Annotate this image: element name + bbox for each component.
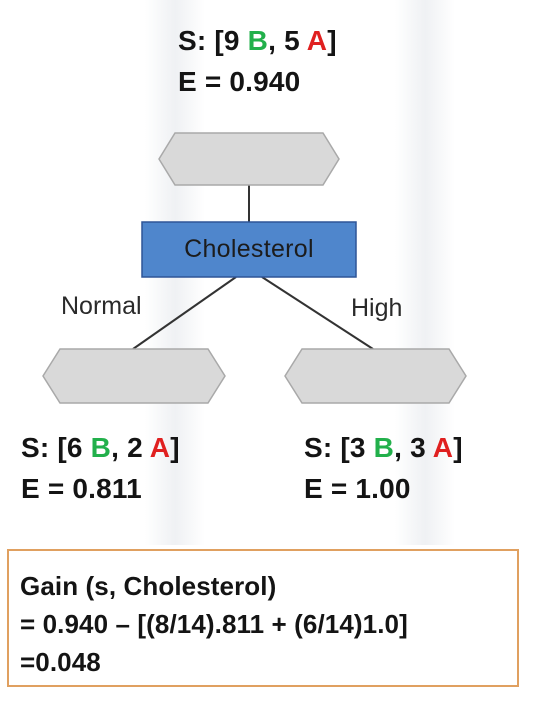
set-suffix: ]: [453, 432, 463, 463]
set-prefix: S: [: [21, 432, 67, 463]
gain-formula: = 0.940 – [(8/14).811 + (6/14)1.0]: [20, 609, 408, 639]
branch-label-normal: Normal: [61, 292, 142, 320]
b-count: 6: [66, 432, 91, 463]
normal-set: S: [6 B, 2 A]: [21, 427, 180, 468]
class-b-label: B: [373, 432, 395, 463]
gain-title: Gain (s, Cholesterol): [20, 571, 277, 601]
normal-node-hexagon: [42, 348, 226, 404]
set-suffix: ]: [170, 432, 180, 463]
attribute-label: Cholesterol: [184, 235, 314, 263]
b-count: 9: [223, 25, 248, 56]
edge-normal: [132, 276, 237, 350]
high-stats: S: [3 B, 3 A] E = 1.00: [304, 427, 463, 509]
edge-high: [261, 276, 374, 350]
high-node-hexagon: [284, 348, 467, 404]
a-count: 5: [284, 25, 307, 56]
a-count: 2: [127, 432, 150, 463]
set-suffix: ]: [327, 25, 337, 56]
set-prefix: S: [: [178, 25, 224, 56]
class-a-label: A: [432, 432, 454, 463]
gain-calculation-box: Gain (s, Cholesterol) = 0.940 – [(8/14).…: [7, 549, 519, 687]
root-entropy: E = 0.940: [178, 66, 301, 97]
a-count: 3: [410, 432, 433, 463]
high-entropy: E = 1.00: [304, 473, 411, 504]
set-separator: ,: [111, 432, 128, 463]
class-a-label: A: [306, 25, 328, 56]
background-shade: [395, 0, 455, 545]
set-separator: ,: [394, 432, 411, 463]
root-set: S: [9 B, 5 A]: [178, 20, 337, 61]
branch-label-high: High: [351, 294, 403, 322]
attribute-node: [141, 221, 357, 278]
root-node-hexagon: [158, 132, 340, 186]
normal-entropy: E = 0.811: [21, 473, 142, 504]
set-separator: ,: [268, 25, 285, 56]
set-prefix: S: [: [304, 432, 350, 463]
class-b-label: B: [90, 432, 112, 463]
class-b-label: B: [247, 25, 269, 56]
b-count: 3: [349, 432, 374, 463]
normal-stats: S: [6 B, 2 A] E = 0.811: [21, 427, 180, 509]
high-set: S: [3 B, 3 A]: [304, 427, 463, 468]
gain-result: =0.048: [20, 647, 101, 677]
class-a-label: A: [149, 432, 171, 463]
root-stats: S: [9 B, 5 A] E = 0.940: [178, 20, 337, 102]
